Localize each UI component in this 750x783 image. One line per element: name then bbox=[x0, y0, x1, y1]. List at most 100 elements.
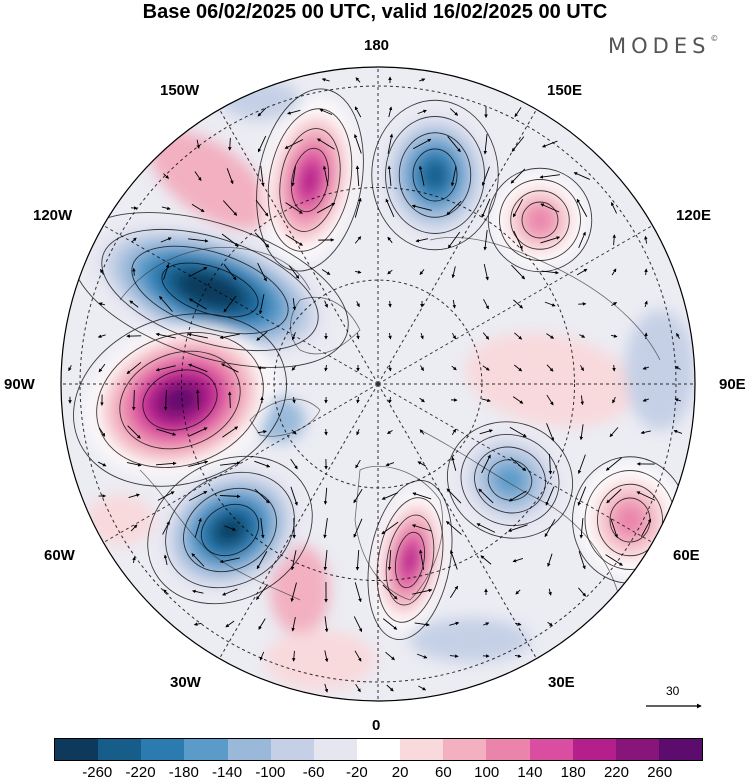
wind-vector bbox=[353, 518, 363, 538]
wind-vector bbox=[514, 654, 522, 658]
wind-vector bbox=[223, 263, 237, 281]
colorbar-tick-label: -260 bbox=[82, 764, 113, 781]
wind-vector bbox=[324, 428, 328, 436]
wind-vector bbox=[191, 553, 205, 567]
wind-vector bbox=[324, 650, 329, 663]
wind-vector bbox=[611, 302, 618, 306]
anomaly-patch bbox=[149, 130, 271, 230]
wind-vector bbox=[480, 555, 492, 565]
wind-vector bbox=[324, 616, 329, 633]
contour-line bbox=[147, 455, 313, 605]
wind-vector bbox=[388, 396, 392, 404]
wind-vector bbox=[411, 524, 432, 532]
wind-vector bbox=[644, 268, 648, 276]
wind-vector bbox=[451, 428, 457, 435]
wind-vector bbox=[578, 587, 587, 597]
wind-vector bbox=[539, 174, 560, 179]
wind-vector bbox=[285, 202, 303, 214]
wind-vector bbox=[514, 622, 522, 626]
anomaly-high-20e bbox=[402, 545, 418, 575]
wind-vector bbox=[419, 78, 426, 82]
contour-line bbox=[487, 459, 533, 501]
wind-vector bbox=[155, 332, 176, 339]
page-title: Base 06/02/2025 00 UTC, valid 16/02/2025… bbox=[142, 1, 608, 23]
wind-vector bbox=[612, 364, 616, 372]
wind-vector bbox=[483, 263, 489, 281]
wind-vector bbox=[354, 236, 362, 244]
contour-line bbox=[510, 190, 570, 250]
wind-vector bbox=[419, 549, 425, 570]
contour-line bbox=[398, 132, 472, 218]
wind-vector bbox=[354, 582, 362, 603]
wind-vector bbox=[127, 425, 141, 439]
wind-vector bbox=[155, 461, 177, 466]
wind-vector bbox=[355, 77, 361, 83]
wind-vector bbox=[419, 429, 425, 435]
wind-vector bbox=[356, 332, 360, 340]
latitude-circle bbox=[79, 85, 677, 683]
wind-vector bbox=[226, 168, 234, 185]
wind-vector bbox=[478, 488, 494, 504]
wind-vector bbox=[292, 298, 297, 311]
colorbar-tick-label: -60 bbox=[302, 764, 325, 781]
wind-vector bbox=[194, 171, 202, 182]
colorbar-tick-label: 180 bbox=[560, 764, 586, 781]
wind-vector bbox=[418, 165, 425, 186]
wind-vector bbox=[354, 133, 362, 154]
wind-vector bbox=[316, 138, 335, 150]
wind-vector bbox=[512, 198, 524, 218]
meridian-line bbox=[219, 109, 379, 385]
wind-vector bbox=[673, 429, 683, 434]
wind-vector bbox=[388, 106, 393, 118]
wind-vector bbox=[611, 268, 617, 276]
wind-vector bbox=[188, 363, 208, 373]
wind-vector bbox=[188, 427, 208, 437]
wind-vector bbox=[415, 238, 429, 243]
wind-vector bbox=[418, 685, 427, 691]
wind-vector bbox=[188, 460, 209, 468]
contour-line bbox=[200, 503, 260, 557]
wind-vector bbox=[323, 487, 328, 505]
wind-vector bbox=[510, 168, 526, 184]
lat-lon-grid bbox=[61, 67, 695, 701]
wind-vector bbox=[579, 518, 584, 539]
wind-vector bbox=[388, 364, 392, 372]
wind-vector bbox=[513, 299, 523, 309]
wind-vector bbox=[193, 622, 202, 626]
wind-vector bbox=[225, 620, 235, 628]
colorbar-ticks: -260 -220 -180 -140 -100 -60 -20 20 60 100 140 180 2… bbox=[0, 764, 750, 783]
wind-vector bbox=[514, 364, 523, 372]
wind-vector bbox=[605, 457, 622, 471]
wind-vector bbox=[514, 107, 522, 118]
wind-vector bbox=[388, 332, 392, 340]
colorbar-tick-label: 140 bbox=[517, 764, 543, 781]
wind-vector bbox=[219, 494, 241, 499]
colorbar-swatch bbox=[400, 739, 444, 760]
wind-vector bbox=[256, 331, 268, 341]
anomaly-high-60e bbox=[614, 503, 646, 537]
contour-line bbox=[256, 88, 364, 272]
wind-vector bbox=[387, 269, 393, 275]
wind-vector bbox=[419, 269, 425, 276]
wind-vector bbox=[451, 266, 456, 279]
contour-line bbox=[446, 421, 574, 539]
wind-vector bbox=[541, 140, 558, 148]
colorbar-swatch bbox=[615, 739, 659, 760]
wind-vector bbox=[512, 557, 524, 563]
colorbar-swatch bbox=[141, 739, 185, 760]
colorbar-tick-label: -180 bbox=[168, 764, 199, 781]
wind-vector bbox=[541, 270, 559, 275]
wind-vector bbox=[324, 364, 328, 372]
wind-vector bbox=[191, 203, 205, 213]
wind-vector bbox=[548, 453, 553, 475]
wind-vector bbox=[194, 517, 202, 538]
wind-vector bbox=[481, 198, 491, 218]
wind-vector bbox=[417, 109, 427, 115]
wind-vector bbox=[483, 134, 488, 155]
wind-vector bbox=[126, 361, 142, 375]
meridian-line bbox=[377, 383, 537, 659]
wind-vector bbox=[260, 518, 265, 539]
wind-vector bbox=[254, 460, 271, 468]
wind-vector bbox=[381, 521, 399, 535]
colorbar-swatch bbox=[98, 739, 142, 760]
